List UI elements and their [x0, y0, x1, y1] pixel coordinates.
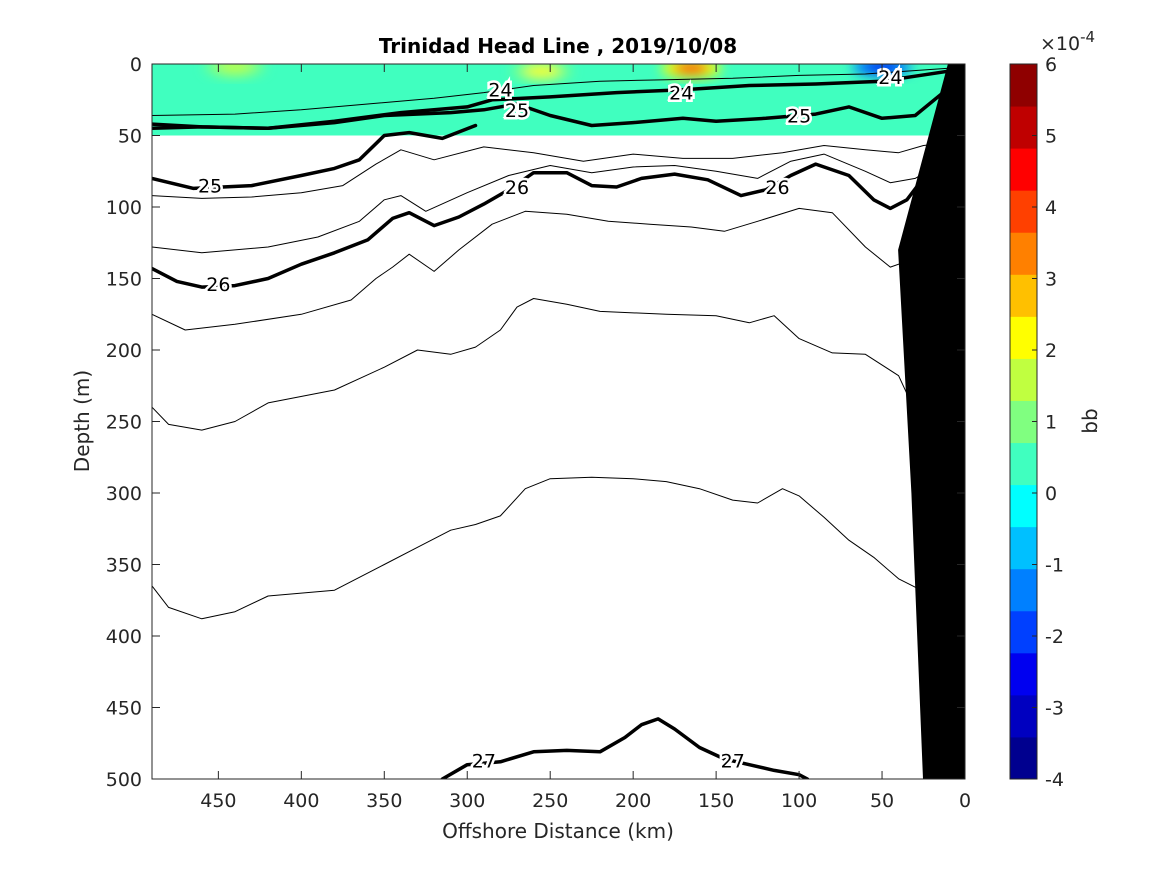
colorbar-ticks: 6 5 4 3 2 1 0 -1 -2 -3 -4 — [1032, 54, 1064, 791]
y-tick-label: 50 — [118, 126, 142, 148]
y-tick-label: 450 — [106, 698, 142, 720]
colorbar-band — [1010, 568, 1037, 612]
contour-label-24: 24 — [878, 67, 902, 89]
colorbar-tick-label: 3 — [1045, 269, 1057, 291]
isopycnal-26-8 — [152, 476, 933, 620]
colorbar-tick-label: -4 — [1045, 769, 1064, 791]
contour-label-27: 27 — [472, 750, 496, 772]
contour-label-26: 26 — [206, 274, 230, 296]
seafloor-polygon — [898, 64, 965, 779]
y-tick-label: 350 — [106, 555, 142, 577]
isopycnal-contours — [152, 67, 951, 779]
seafloor-bathymetry — [898, 64, 965, 779]
contour-label-26: 26 — [765, 177, 789, 199]
x-tick-label: 350 — [366, 790, 402, 812]
x-tick-label: 100 — [781, 790, 817, 812]
isopycnal-25-deep — [152, 123, 478, 191]
isopycnal-26-3 — [152, 153, 949, 254]
contour-label-25: 25 — [505, 100, 529, 122]
colorbar-band — [1010, 610, 1037, 654]
contour-label-26: 26 — [505, 177, 529, 199]
contour-label-25: 25 — [198, 176, 222, 198]
colorbar-band — [1010, 64, 1037, 107]
x-axis-title: Offshore Distance (km) — [442, 819, 674, 843]
isopycnal-27 — [440, 717, 810, 779]
colorbar-band — [1010, 316, 1037, 359]
colorbar-exponent-power: -4 — [1080, 28, 1095, 46]
colorbar-tick-label: -3 — [1045, 698, 1064, 720]
isopycnal-26 — [152, 162, 951, 289]
x-axis: 450 400 350 300 250 200 150 100 50 0 — [200, 64, 971, 812]
colorbar-band — [1010, 442, 1037, 486]
colorbar-band — [1010, 736, 1037, 780]
x-tick-label: 450 — [200, 790, 236, 812]
isopycnal-25-5 — [152, 142, 949, 199]
colorbar-band — [1010, 484, 1037, 528]
colorbar-band — [1010, 232, 1037, 275]
field-anomaly-core — [673, 64, 710, 75]
x-tick-label: 300 — [449, 790, 485, 812]
colorbar-band — [1010, 106, 1037, 149]
colorbar-tick-label: 6 — [1045, 54, 1057, 76]
y-tick-label: 0 — [130, 54, 142, 76]
x-tick-label: 250 — [532, 790, 568, 812]
colorbar-band — [1010, 358, 1037, 401]
plot-background — [152, 64, 965, 779]
x-tick-label: 400 — [283, 790, 319, 812]
x-tick-label: 200 — [615, 790, 651, 812]
chart-title: Trinidad Head Line , 2019/10/08 — [379, 34, 737, 58]
y-tick-label: 100 — [106, 197, 142, 219]
isopycnal-24-5 — [152, 67, 949, 116]
x-tick-label: 150 — [698, 790, 734, 812]
colorbar-tick-label: 0 — [1045, 483, 1057, 505]
isopycnal-25 — [152, 86, 951, 131]
colorbar-tick-label: 4 — [1045, 197, 1057, 219]
field-anomaly-core — [216, 64, 253, 73]
contour-label-24: 24 — [488, 80, 512, 102]
contour-label-24: 24 — [669, 83, 693, 105]
isopycnal-26-6 — [152, 298, 949, 447]
colorbar-label: bb — [1078, 408, 1102, 433]
colorbar-bands — [1010, 64, 1037, 780]
colorbar-band — [1010, 652, 1037, 696]
y-tick-label: 300 — [106, 483, 142, 505]
y-tick-label: 500 — [106, 769, 142, 791]
contour-label-27: 27 — [721, 750, 745, 772]
field-anomaly-core — [523, 65, 560, 78]
colorbar-band — [1010, 190, 1037, 233]
colorbar-tick-label: 1 — [1045, 412, 1057, 434]
y-tick-label: 250 — [106, 412, 142, 434]
contour-label-25: 25 — [787, 105, 811, 127]
y-tick-label: 150 — [106, 269, 142, 291]
colorbar-band — [1010, 526, 1037, 570]
x-tick-label: 50 — [870, 790, 894, 812]
colorbar-band — [1010, 694, 1037, 738]
colorbar-tick-label: -2 — [1045, 626, 1064, 648]
colorbar-band — [1010, 274, 1037, 317]
colorbar-exponent: ×10-4 — [1040, 28, 1095, 55]
isopycnal-26-4 — [152, 207, 949, 331]
y-tick-label: 400 — [106, 626, 142, 648]
colorbar-band — [1010, 148, 1037, 191]
colorbar-tick-label: 5 — [1045, 126, 1057, 148]
colorbar-tick-label: -1 — [1045, 555, 1064, 577]
x-tick-label: 0 — [959, 790, 971, 812]
colorbar: 6 5 4 3 2 1 0 -1 -2 -3 -4 ×10-4 bb — [1009, 28, 1102, 791]
colorbar-tick-label: 2 — [1045, 340, 1057, 362]
y-axis: 0 50 100 150 200 250 300 350 400 450 500 — [106, 54, 965, 791]
y-tick-label: 200 — [106, 340, 142, 362]
y-axis-title: Depth (m) — [70, 370, 94, 472]
